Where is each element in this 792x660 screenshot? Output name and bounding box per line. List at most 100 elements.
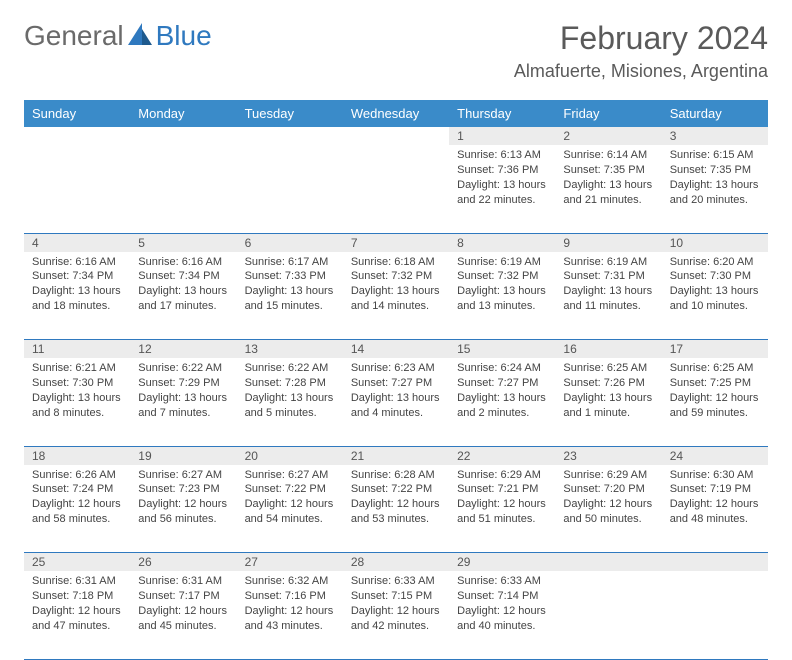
daylight-text: Daylight: 12 hours and 50 minutes. xyxy=(563,497,653,527)
daylight-text: Daylight: 12 hours and 54 minutes. xyxy=(245,497,335,527)
sunrise-text: Sunrise: 6:33 AM xyxy=(351,574,441,589)
day-number-cell: 13 xyxy=(237,340,343,359)
day-detail-cell xyxy=(662,571,768,659)
day-detail-cell: Sunrise: 6:21 AMSunset: 7:30 PMDaylight:… xyxy=(24,358,130,446)
logo-text-general: General xyxy=(24,20,124,52)
day-detail-cell xyxy=(555,571,661,659)
day-detail-cell: Sunrise: 6:15 AMSunset: 7:35 PMDaylight:… xyxy=(662,145,768,233)
day-number-cell xyxy=(237,127,343,145)
day-number-cell xyxy=(130,127,236,145)
sunset-text: Sunset: 7:34 PM xyxy=(32,269,122,284)
daylight-text: Daylight: 13 hours and 1 minute. xyxy=(563,391,653,421)
sunrise-text: Sunrise: 6:28 AM xyxy=(351,468,441,483)
sunrise-text: Sunrise: 6:24 AM xyxy=(457,361,547,376)
sunset-text: Sunset: 7:16 PM xyxy=(245,589,335,604)
sunset-text: Sunset: 7:31 PM xyxy=(563,269,653,284)
sunrise-text: Sunrise: 6:18 AM xyxy=(351,255,441,270)
day-number-row: 45678910 xyxy=(24,233,768,252)
sunset-text: Sunset: 7:24 PM xyxy=(32,482,122,497)
day-number-cell: 16 xyxy=(555,340,661,359)
daylight-text: Daylight: 13 hours and 7 minutes. xyxy=(138,391,228,421)
sunrise-text: Sunrise: 6:23 AM xyxy=(351,361,441,376)
logo-triangle-icon xyxy=(128,23,154,50)
day-detail-cell: Sunrise: 6:31 AMSunset: 7:17 PMDaylight:… xyxy=(130,571,236,659)
sunset-text: Sunset: 7:17 PM xyxy=(138,589,228,604)
day-detail-cell: Sunrise: 6:20 AMSunset: 7:30 PMDaylight:… xyxy=(662,252,768,340)
daylight-text: Daylight: 12 hours and 45 minutes. xyxy=(138,604,228,634)
sunset-text: Sunset: 7:28 PM xyxy=(245,376,335,391)
day-detail-cell xyxy=(343,145,449,233)
day-number-cell: 12 xyxy=(130,340,236,359)
weekday-header: Sunday xyxy=(24,100,130,127)
sunrise-text: Sunrise: 6:25 AM xyxy=(563,361,653,376)
sunset-text: Sunset: 7:25 PM xyxy=(670,376,760,391)
daylight-text: Daylight: 13 hours and 18 minutes. xyxy=(32,284,122,314)
day-detail-cell: Sunrise: 6:22 AMSunset: 7:28 PMDaylight:… xyxy=(237,358,343,446)
day-number-cell xyxy=(555,553,661,572)
day-number-row: 123 xyxy=(24,127,768,145)
sunset-text: Sunset: 7:14 PM xyxy=(457,589,547,604)
daylight-text: Daylight: 13 hours and 20 minutes. xyxy=(670,178,760,208)
sunrise-text: Sunrise: 6:31 AM xyxy=(138,574,228,589)
sunset-text: Sunset: 7:30 PM xyxy=(670,269,760,284)
day-number-cell: 6 xyxy=(237,233,343,252)
sunrise-text: Sunrise: 6:16 AM xyxy=(32,255,122,270)
day-number-cell: 18 xyxy=(24,446,130,465)
daylight-text: Daylight: 12 hours and 40 minutes. xyxy=(457,604,547,634)
sunrise-text: Sunrise: 6:27 AM xyxy=(245,468,335,483)
daylight-text: Daylight: 13 hours and 13 minutes. xyxy=(457,284,547,314)
day-detail-cell: Sunrise: 6:27 AMSunset: 7:22 PMDaylight:… xyxy=(237,465,343,553)
day-number-cell xyxy=(24,127,130,145)
sunrise-text: Sunrise: 6:32 AM xyxy=(245,574,335,589)
sunset-text: Sunset: 7:29 PM xyxy=(138,376,228,391)
sunrise-text: Sunrise: 6:17 AM xyxy=(245,255,335,270)
daylight-text: Daylight: 13 hours and 21 minutes. xyxy=(563,178,653,208)
day-number-cell: 22 xyxy=(449,446,555,465)
sunset-text: Sunset: 7:27 PM xyxy=(351,376,441,391)
daylight-text: Daylight: 12 hours and 42 minutes. xyxy=(351,604,441,634)
day-detail-row: Sunrise: 6:21 AMSunset: 7:30 PMDaylight:… xyxy=(24,358,768,446)
sunrise-text: Sunrise: 6:21 AM xyxy=(32,361,122,376)
day-detail-cell: Sunrise: 6:14 AMSunset: 7:35 PMDaylight:… xyxy=(555,145,661,233)
sunset-text: Sunset: 7:35 PM xyxy=(670,163,760,178)
page-header: General Blue February 2024 Almafuerte, M… xyxy=(24,20,768,82)
day-detail-cell: Sunrise: 6:29 AMSunset: 7:20 PMDaylight:… xyxy=(555,465,661,553)
sunset-text: Sunset: 7:36 PM xyxy=(457,163,547,178)
day-detail-cell: Sunrise: 6:25 AMSunset: 7:25 PMDaylight:… xyxy=(662,358,768,446)
weekday-header: Friday xyxy=(555,100,661,127)
day-detail-cell xyxy=(130,145,236,233)
weekday-header-row: SundayMondayTuesdayWednesdayThursdayFrid… xyxy=(24,100,768,127)
day-detail-cell: Sunrise: 6:22 AMSunset: 7:29 PMDaylight:… xyxy=(130,358,236,446)
sunset-text: Sunset: 7:18 PM xyxy=(32,589,122,604)
day-detail-cell: Sunrise: 6:19 AMSunset: 7:32 PMDaylight:… xyxy=(449,252,555,340)
daylight-text: Daylight: 13 hours and 8 minutes. xyxy=(32,391,122,421)
day-number-cell: 25 xyxy=(24,553,130,572)
day-number-cell: 26 xyxy=(130,553,236,572)
sunset-text: Sunset: 7:15 PM xyxy=(351,589,441,604)
daylight-text: Daylight: 12 hours and 48 minutes. xyxy=(670,497,760,527)
day-number-cell: 4 xyxy=(24,233,130,252)
day-detail-cell: Sunrise: 6:29 AMSunset: 7:21 PMDaylight:… xyxy=(449,465,555,553)
day-detail-cell xyxy=(237,145,343,233)
daylight-text: Daylight: 13 hours and 2 minutes. xyxy=(457,391,547,421)
daylight-text: Daylight: 13 hours and 5 minutes. xyxy=(245,391,335,421)
daylight-text: Daylight: 13 hours and 15 minutes. xyxy=(245,284,335,314)
daylight-text: Daylight: 12 hours and 43 minutes. xyxy=(245,604,335,634)
daylight-text: Daylight: 12 hours and 51 minutes. xyxy=(457,497,547,527)
logo-text-blue: Blue xyxy=(156,20,212,52)
weekday-header: Saturday xyxy=(662,100,768,127)
day-number-cell: 8 xyxy=(449,233,555,252)
day-number-row: 18192021222324 xyxy=(24,446,768,465)
weekday-header: Monday xyxy=(130,100,236,127)
day-detail-cell: Sunrise: 6:16 AMSunset: 7:34 PMDaylight:… xyxy=(24,252,130,340)
sunset-text: Sunset: 7:20 PM xyxy=(563,482,653,497)
sunset-text: Sunset: 7:35 PM xyxy=(563,163,653,178)
daylight-text: Daylight: 12 hours and 59 minutes. xyxy=(670,391,760,421)
sunset-text: Sunset: 7:21 PM xyxy=(457,482,547,497)
day-number-cell: 20 xyxy=(237,446,343,465)
day-detail-cell: Sunrise: 6:30 AMSunset: 7:19 PMDaylight:… xyxy=(662,465,768,553)
day-detail-cell: Sunrise: 6:27 AMSunset: 7:23 PMDaylight:… xyxy=(130,465,236,553)
day-number-cell: 28 xyxy=(343,553,449,572)
sunset-text: Sunset: 7:30 PM xyxy=(32,376,122,391)
daylight-text: Daylight: 13 hours and 4 minutes. xyxy=(351,391,441,421)
